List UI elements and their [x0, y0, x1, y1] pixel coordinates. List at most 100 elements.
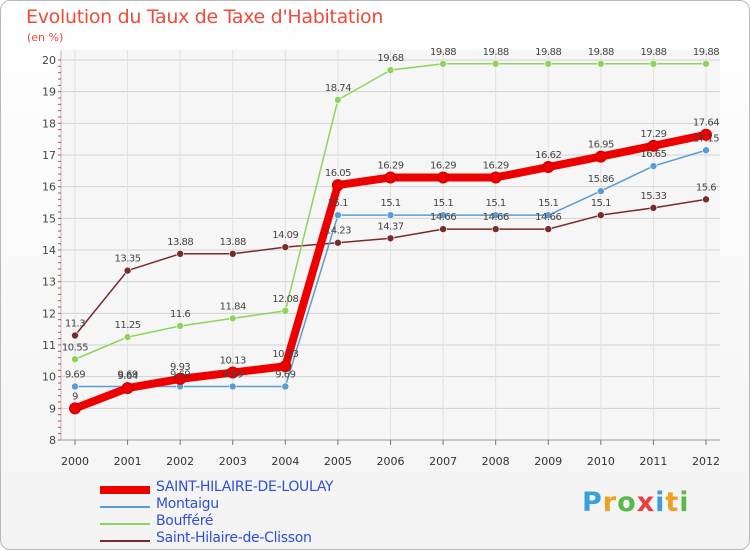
data-label: 19.88 [535, 47, 561, 58]
data-label: 15.6 [696, 182, 716, 193]
data-point [281, 243, 290, 251]
y-tick-label: 9 [49, 402, 56, 415]
data-label: 9.69 [223, 369, 243, 380]
data-label: 9 [72, 391, 78, 402]
data-label: 16.95 [588, 140, 614, 151]
x-tick-label: 2007 [429, 455, 457, 468]
data-label: 15.33 [640, 191, 666, 202]
logo-letter: P [582, 487, 603, 518]
data-label: 14.09 [272, 230, 298, 241]
data-point [69, 402, 81, 415]
data-point [439, 59, 447, 68]
data-label: 16.05 [325, 168, 351, 179]
x-tick-label: 2009 [534, 455, 562, 468]
x-tick-label: 2006 [377, 455, 405, 468]
data-point [649, 162, 658, 170]
legend-label: Saint-Hilaire-de-Clisson [156, 530, 312, 546]
data-label: 18.74 [325, 83, 351, 94]
data-label: 13.88 [167, 237, 193, 248]
y-tick-label: 16 [42, 181, 56, 194]
data-label: 11.3 [65, 319, 85, 330]
data-label: 9.69 [65, 369, 85, 380]
data-point [544, 59, 553, 68]
x-tick-label: 2002 [166, 455, 194, 468]
data-label: 19.88 [430, 47, 456, 58]
data-point [228, 250, 237, 258]
x-tick-label: 2003 [219, 455, 247, 468]
data-label: 19.88 [483, 47, 509, 58]
x-tick-label: 2004 [271, 455, 299, 468]
x-tick-label: 2005 [324, 455, 352, 468]
data-point [386, 234, 395, 243]
legend-swatch [100, 506, 150, 508]
y-tick-label: 15 [42, 212, 56, 225]
data-point [331, 179, 344, 192]
data-point [649, 204, 658, 212]
data-point [597, 59, 605, 68]
data-label: 14.66 [483, 212, 509, 223]
data-label: 19.88 [588, 47, 614, 58]
chart-subtitle: (en %) [27, 31, 64, 44]
y-tick-label: 11 [42, 339, 56, 352]
y-tick-label: 19 [42, 86, 56, 99]
data-label: 16.62 [535, 150, 561, 161]
data-point [491, 225, 500, 233]
data-point [386, 211, 395, 219]
logo-letter: i [679, 487, 690, 518]
x-tick-label: 2000 [61, 455, 89, 468]
data-point [542, 161, 555, 174]
data-label: 9.93 [170, 362, 190, 373]
data-label: 19.88 [693, 47, 719, 58]
data-point [228, 314, 237, 323]
data-point [544, 211, 553, 219]
data-label: 16.29 [483, 160, 509, 171]
data-point [121, 382, 134, 395]
data-point [71, 355, 79, 364]
data-point [123, 333, 132, 341]
data-label: 14.23 [325, 226, 351, 237]
data-point [439, 211, 447, 219]
logo-letter: i [655, 487, 666, 518]
data-point [176, 322, 184, 330]
data-point [437, 171, 450, 184]
data-label: 9.69 [117, 369, 137, 380]
y-tick-label: 20 [42, 54, 56, 67]
data-label: 15.1 [538, 198, 558, 209]
data-label: 14.66 [535, 212, 561, 223]
data-label: 16.65 [640, 149, 666, 160]
legend-swatch [100, 540, 150, 542]
logo-letter: x [636, 487, 656, 518]
data-point [597, 187, 605, 195]
legend-label: Montaigu [156, 496, 219, 512]
data-label: 15.1 [433, 198, 453, 209]
legend-swatch [100, 523, 150, 525]
data-point [176, 250, 184, 258]
y-tick-label: 14 [42, 244, 56, 257]
chart-title: Evolution du Taux de Taxe d'Habitation [26, 6, 384, 28]
data-point [281, 306, 290, 315]
data-point [439, 225, 447, 233]
data-label: 13.88 [220, 237, 246, 248]
data-label: 15.1 [328, 198, 348, 209]
y-tick-label: 8 [49, 434, 56, 447]
data-point [174, 372, 187, 385]
data-point [597, 211, 605, 219]
data-label: 19.88 [640, 47, 666, 58]
data-point [334, 96, 342, 104]
y-tick-label: 10 [42, 371, 56, 384]
data-label: 15.1 [380, 198, 400, 209]
data-point [279, 360, 292, 373]
data-point [228, 382, 237, 391]
data-label: 11.84 [220, 301, 246, 312]
data-point [702, 146, 710, 155]
data-point [700, 128, 712, 141]
data-point [384, 171, 397, 184]
data-point [71, 382, 79, 391]
data-point [594, 150, 607, 163]
data-point [386, 66, 395, 74]
data-label: 16.29 [430, 160, 456, 171]
data-label: 15.1 [486, 198, 506, 209]
legend-label: Boufféré [156, 513, 214, 529]
data-label: 12.08 [272, 294, 298, 305]
